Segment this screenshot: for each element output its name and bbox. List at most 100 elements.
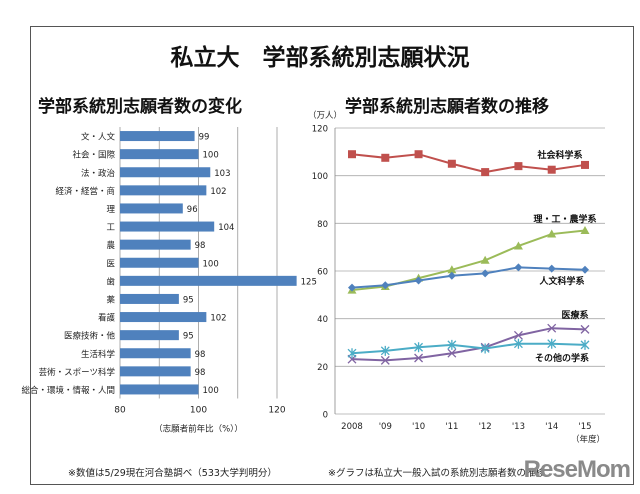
bar-value-label: 98 [195,241,206,251]
data-point [547,229,557,238]
data-point [514,162,523,171]
bar-chart-title: 学部系統別志願者数の変化 [38,97,242,117]
category-label: 文・人文 [81,132,116,143]
category-label: 法・政治 [81,168,116,179]
data-point [514,263,523,272]
category-label: 芸術・スポーツ科学 [39,367,116,378]
bar-value-label: 96 [187,205,198,215]
x-tick-label: '15 [578,422,591,432]
data-point [348,150,356,159]
data-point [381,153,390,162]
x-tick-label: '10 [412,422,425,432]
series-label: その他の学系 [535,352,589,364]
data-point [481,269,490,278]
bar-value-label: 102 [210,187,226,197]
data-point [380,355,390,365]
data-point [513,330,523,340]
x-tick-label: 2008 [341,422,363,432]
bar-value-label: 95 [183,332,194,342]
bar [120,131,195,142]
data-point [547,264,556,273]
bar-value-label: 125 [301,277,317,287]
data-point [414,276,423,285]
data-point [447,159,456,168]
resemom-logo: ReseMom [523,456,631,483]
data-point [513,241,523,250]
bar-value-label: 98 [195,350,206,360]
category-label: 生活科学 [81,349,116,360]
category-label: 看護 [98,313,116,324]
category-label: 農 [106,240,115,251]
bar-value-label: 95 [183,295,194,305]
data-point [480,343,490,354]
y-axis-label: （万人） [308,110,342,121]
data-point [380,345,390,356]
bar-value-label: 102 [210,314,226,324]
bar [120,221,215,232]
x-tick-label: 120 [268,406,285,416]
data-point [447,339,457,350]
bar [120,275,297,286]
data-point [347,348,357,359]
x-axis-label: （年度） [571,434,605,445]
y-tick-label: 60 [317,268,328,278]
data-point [547,338,557,349]
bar-value-label: 104 [218,223,234,233]
category-label: 歯 [106,276,115,287]
series-label: 医療系 [561,309,588,321]
series-label: 人文科学系 [538,275,584,287]
category-label: 医 [106,259,115,269]
data-point [381,281,390,290]
data-point [480,255,490,264]
y-tick-label: 40 [317,315,328,325]
data-point [580,339,590,350]
x-tick-label: 80 [114,406,126,416]
bar [120,167,211,178]
series-label: 理・工・農学系 [533,213,596,225]
category-label: 工 [106,223,115,233]
series-line [351,327,586,362]
bar-value-label: 103 [214,169,230,179]
data-point [481,168,490,177]
frame-border [30,26,634,485]
line-chart-title: 学部系統別志願者数の推移 [345,97,549,117]
bar [120,384,199,395]
bar [120,293,179,304]
x-tick-label: '13 [512,422,525,432]
bar [120,239,191,250]
data-point [580,324,590,334]
y-tick-label: 20 [317,363,328,373]
y-tick-label: 120 [312,125,328,135]
category-label: 経済・経営・商 [55,186,115,197]
data-point [581,265,589,274]
main-title: 私立大 学部系統別志願状況 [170,45,470,71]
bar [120,185,207,196]
data-point [414,342,424,353]
data-point [348,283,356,292]
bar-value-label: 100 [203,151,219,161]
data-point [547,323,557,333]
data-point [414,150,423,159]
bar-footnote: ※数値は5/29現在河合塾調べ（533大学判明分） [68,468,277,479]
data-point [547,165,556,174]
bar [120,312,207,323]
category-label: 薬 [106,294,115,305]
bar [120,203,183,214]
y-tick-label: 0 [323,411,328,421]
line-footnote: ※グラフは私立大一般入試の系統別志願者数の推移 [328,468,545,479]
x-axis-label: （志願者前年比（%）） [154,424,243,435]
data-point [447,271,456,280]
data-point [513,338,523,349]
bar-value-label: 100 [203,259,219,269]
bar [120,257,199,268]
series-line [351,266,586,289]
bar [120,330,179,341]
category-label: 総合・環境・情報・人間 [21,385,115,396]
data-point [447,265,457,274]
y-tick-label: 100 [312,172,328,182]
y-tick-label: 80 [317,220,328,230]
bar [120,348,191,359]
series-label: 社会科学系 [536,149,582,161]
bar-chart: 文・人文 99 社会・国際 100 法・政治 103 経済・経営・商 102 理 96 工 104 農 9… [21,127,317,435]
